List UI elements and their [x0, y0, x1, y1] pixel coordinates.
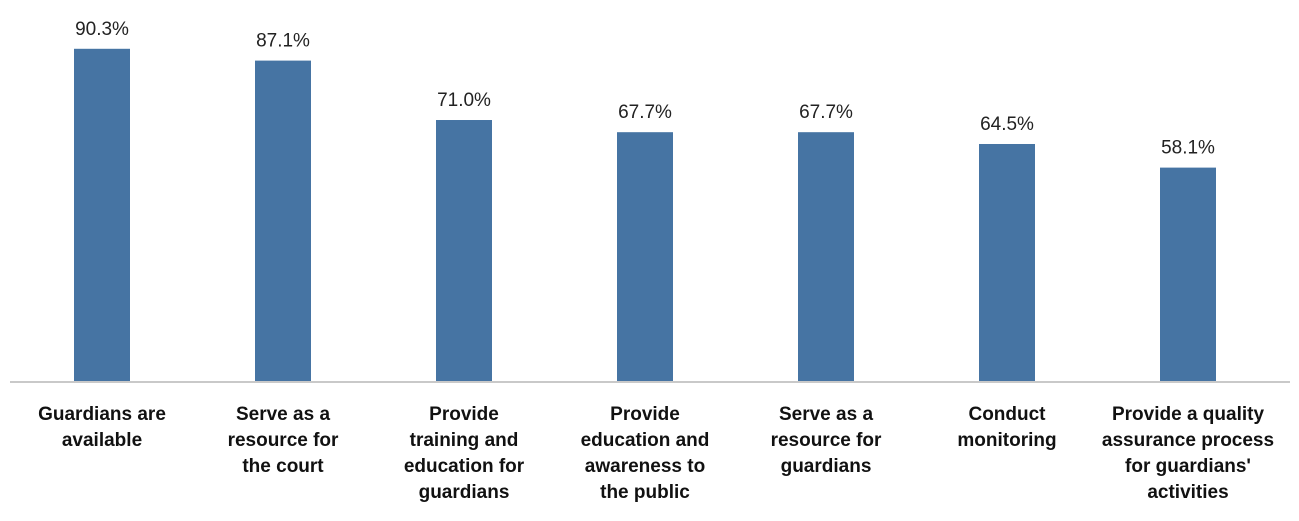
category-label-5: Serve as a resource for guardians: [771, 404, 882, 477]
data-label-6: 64.5%: [980, 114, 1034, 135]
category-label-1: Guardians are available: [38, 404, 166, 451]
data-label-5: 67.7%: [799, 102, 853, 123]
data-label-1: 90.3%: [75, 19, 129, 40]
category-label-line: education for: [404, 456, 525, 477]
category-label-7: Provide a quality assurance process for gu…: [1102, 404, 1274, 503]
bar-6: [979, 143, 1035, 382]
category-label-line: assurance process: [1102, 430, 1274, 451]
category-label-line: resource for: [228, 430, 339, 451]
category-label-line: training and: [410, 430, 519, 451]
category-label-line: guardians: [781, 456, 872, 477]
category-label-line: Serve as a: [779, 404, 873, 425]
category-label-line: Guardians are: [38, 404, 166, 425]
category-label-line: resource for: [771, 430, 882, 451]
category-label-line: education and: [581, 430, 710, 451]
category-label-line: for guardians': [1125, 456, 1251, 477]
bar-7: [1160, 167, 1216, 382]
bar-3: [436, 120, 492, 382]
category-labels-group: Guardians are available Serve as a resource…: [38, 404, 1274, 503]
category-label-line: the public: [600, 482, 690, 503]
category-label-line: Provide: [610, 404, 680, 425]
category-label-line: guardians: [419, 482, 510, 503]
category-label-line: monitoring: [957, 430, 1056, 451]
category-label-line: the court: [242, 456, 324, 477]
category-label-line: activities: [1147, 482, 1228, 503]
data-label-7: 58.1%: [1161, 138, 1215, 159]
data-label-3: 71.0%: [437, 90, 491, 111]
data-label-4: 67.7%: [618, 102, 672, 123]
category-label-6: Conduct monitoring: [957, 404, 1056, 451]
category-label-line: Provide a quality: [1112, 404, 1264, 425]
category-label-line: awareness to: [585, 456, 705, 477]
data-label-2: 87.1%: [256, 31, 310, 52]
category-label-3: Provide training and education for guardian…: [404, 404, 525, 503]
category-label-line: Provide: [429, 404, 499, 425]
bars-group: [74, 48, 1216, 382]
category-label-2: Serve as a resource for the court: [228, 404, 339, 477]
bar-4: [617, 132, 673, 382]
category-label-line: Serve as a: [236, 404, 330, 425]
bar-5: [798, 132, 854, 382]
category-label-line: available: [62, 430, 142, 451]
value-labels-group: 90.3% 87.1% 71.0% 67.7% 67.7% 64.5% 58.1%: [75, 19, 1215, 159]
bar-1: [74, 48, 130, 382]
category-label-line: Conduct: [968, 404, 1046, 425]
category-label-4: Provide education and awareness to the publ…: [581, 404, 710, 503]
bar-2: [255, 60, 311, 382]
